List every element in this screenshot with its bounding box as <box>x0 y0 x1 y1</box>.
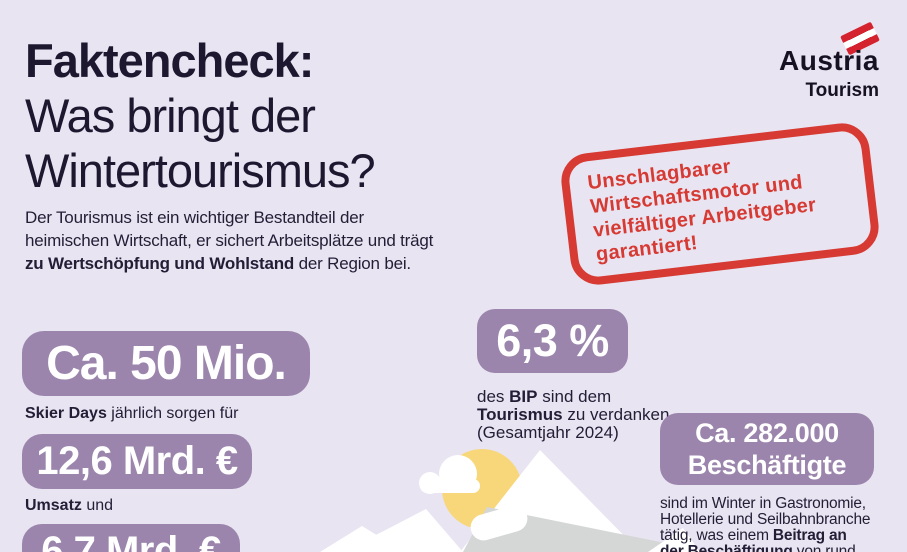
caption-rest: sind dem <box>537 387 612 406</box>
cloud-base-icon <box>420 479 480 493</box>
caption-line: Tourismus zu verdanken. <box>477 406 674 424</box>
caption-line: sind im Winter in Gastronomie, <box>660 495 866 512</box>
badge-line: Ca. 282.000 <box>695 418 839 448</box>
stat-badge-gdp: 6,3 % <box>477 309 628 373</box>
stat-caption-revenue: Umsatz und <box>25 496 113 516</box>
intro-line: heimischen Wirtschaft, er sichert Arbeit… <box>25 231 434 250</box>
caption-bold: der Beschäftigung <box>660 543 793 552</box>
logo-subtitle: Tourism <box>805 80 879 101</box>
stamp-badge: Unschlagbarer Wirtschaftsmotor und vielf… <box>558 120 882 288</box>
caption-rest: zu verdanken. <box>562 405 675 424</box>
snow-patch-icon <box>470 505 528 541</box>
intro-line: zu Wertschöpfung und Wohlstand der Regio… <box>25 252 433 275</box>
logo-wordmark: Austria <box>779 45 879 76</box>
intro-bold-phrase: zu Wertschöpfung und Wohlstand <box>25 254 295 273</box>
stat-badge-revenue: 12,6 Mrd. € <box>22 434 252 489</box>
badge-line: Beschäftigte <box>687 450 847 480</box>
stat-caption-gdp: des BIP sind dem Tourismus zu verdanken.… <box>477 388 674 442</box>
caption-bold: Skier Days <box>25 405 107 422</box>
stat-caption-skier-days: Skier Days jährlich sorgen für <box>25 404 238 424</box>
brand-logo: Austria Tourism <box>779 45 879 101</box>
caption-bold: BIP <box>509 387 538 406</box>
intro-line: Der Tourismus ist ein wichtiger Bestandt… <box>25 208 364 227</box>
intro-rest: der Region bei. <box>294 254 412 273</box>
page-title: Faktencheck: Was bringt der Wintertouris… <box>25 33 376 198</box>
mountain-right-icon <box>648 528 700 552</box>
stat-badge-added-value: 6,7 Mrd. € <box>22 524 240 552</box>
stat-badge-employees: Ca. 282.000 Beschäftigte <box>660 413 874 485</box>
mountain-left-icon <box>343 509 463 552</box>
caption-bold: Beitrag an <box>772 527 847 544</box>
caption-rest: tätig, was einem <box>660 527 773 544</box>
winter-landscape-illustration <box>320 449 700 552</box>
caption-bold: Tourismus <box>477 405 563 424</box>
cloud-icon <box>419 455 480 494</box>
caption-rest: des <box>477 387 510 406</box>
title-line: Wintertourismus? <box>25 144 376 197</box>
stat-caption-employees: sind im Winter in Gastronomie, Hotelleri… <box>660 496 870 552</box>
caption-rest: und <box>81 497 114 514</box>
title-line-bold: Faktencheck: <box>25 34 314 87</box>
caption-line: tätig, was einem Beitrag an <box>660 528 870 544</box>
title-line: Was bringt der <box>25 89 316 142</box>
caption-line: des BIP sind dem <box>477 388 674 406</box>
caption-rest: von rund <box>792 543 856 552</box>
stat-badge-skier-days: Ca. 50 Mio. <box>22 331 310 396</box>
caption-line: Hotellerie und Seilbahnbranche <box>660 511 871 528</box>
caption-bold: Umsatz <box>25 497 82 514</box>
caption-line: der Beschäftigung von rund <box>660 544 870 552</box>
intro-paragraph: Der Tourismus ist ein wichtiger Bestandt… <box>25 206 433 275</box>
caption-line: (Gesamtjahr 2024) <box>477 423 619 442</box>
caption-rest: jährlich sorgen für <box>106 405 239 422</box>
